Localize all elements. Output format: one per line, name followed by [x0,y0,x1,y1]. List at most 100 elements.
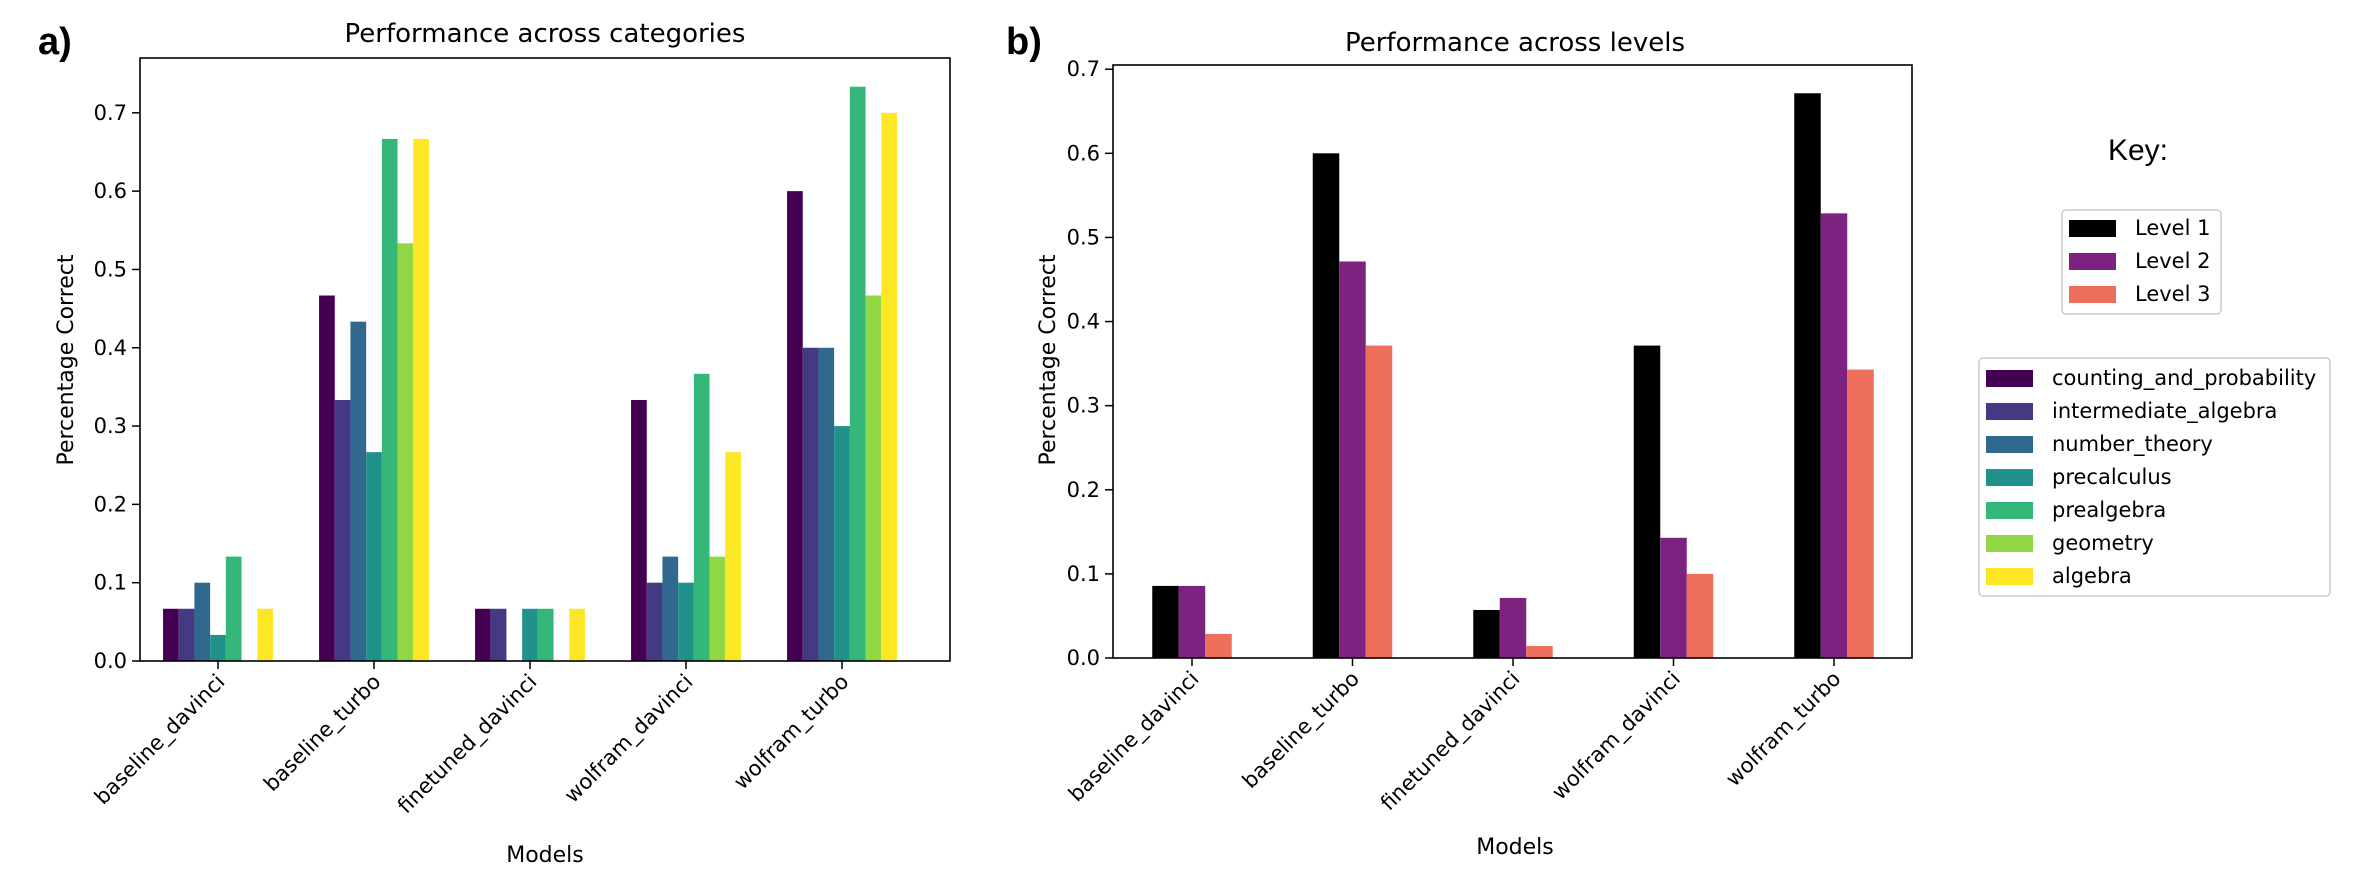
legend-category-label: intermediate_algebra [2052,399,2277,424]
legend-category-swatch [1986,502,2033,519]
chart-a-bar [678,582,694,661]
chart-b-bar [1152,585,1179,658]
chart-b-ytick-label: 0.0 [1067,646,1100,670]
panel-b-label: b) [1006,21,1042,63]
chart-a-bar [646,582,663,661]
chart-b-ytick-label: 0.3 [1067,394,1100,418]
chart-b-bar [1499,597,1527,658]
chart-a-bar [787,191,803,661]
chart-a-xtick-label: baseline_turbo [259,670,386,797]
chart-a-bar [194,582,211,661]
legend-category-label: geometry [2052,531,2154,555]
panel-b: b) Performance across levels 0.00.10.20.… [1006,21,1913,860]
chart-b-ylabel: Percentage Correct [1036,254,1061,465]
chart-a-bar [849,86,866,662]
chart-a-title: Performance across categories [345,19,746,49]
chart-a-bar [178,608,195,661]
legend-categories-frame [1978,357,2331,597]
chart-a-bar [522,608,538,661]
legend-category-label: counting_and_probability [2052,366,2316,391]
chart-a-bar [225,556,242,661]
chart-a-bar [881,112,897,662]
chart-a-xlabel: Models [506,843,584,868]
chart-a-bar [693,373,710,661]
key-title: Key: [2108,134,2168,167]
chart-b-bar [1847,369,1874,658]
chart-a-bar [210,634,226,661]
chart-a-bar [865,295,882,661]
chart-a-y-axis: 0.0 0.1 0.2 0.3 0.4 0.5 0.6 0.7 [94,101,140,673]
legend-category-swatch [1986,535,2033,552]
chart-a-bar [569,608,585,661]
chart-a-bar [397,243,414,661]
chart-b-bar [1820,213,1848,659]
legend-level-label: Level 2 [2135,249,2210,273]
chart-b-bar [1794,93,1821,658]
chart-a-ytick-label: 0.2 [94,492,127,516]
chart-a-bar [802,347,819,661]
legend-category-swatch [1986,436,2033,453]
chart-a-ytick-label: 0.6 [94,179,127,203]
chart-a-bar [319,295,335,661]
chart-b-frame [1112,64,1913,659]
chart-a-bar [834,426,850,661]
chart-a-ytick-label: 0.4 [94,336,127,360]
chart-a-bar [257,608,273,661]
chart-a-bar [725,452,741,661]
legend-category-label: number_theory [2052,432,2213,457]
legend-categories: counting_and_probability intermediate_alg… [1978,357,2331,597]
chart-a-ylabel: Percentage Correct [54,254,79,465]
chart-a-bar [163,608,179,661]
chart-b-xtick-label: baseline_davinci [1064,667,1204,807]
legend-category-label: precalculus [2052,465,2172,489]
chart-a-bar [631,399,647,661]
chart-a-bar [475,608,491,661]
chart-b-bar [1526,645,1553,658]
chart-a-bar [709,556,726,661]
chart-a-xtick-label: finetuned_davinci [393,670,542,819]
chart-a-xtick-label: wolfram_turbo [729,670,854,795]
chart-a-bars [163,86,897,662]
panel-a-label: a) [38,21,72,63]
chart-b-ytick-label: 0.4 [1067,310,1100,334]
legend-levels: Level 1 Level 2 Level 3 [2061,209,2222,315]
chart-a-bar [334,399,351,661]
chart-a-ytick-label: 0.0 [94,649,127,673]
chart-b-ytick-label: 0.2 [1067,478,1100,502]
chart-b-xtick-label: wolfram_turbo [1721,667,1846,792]
legend-category-swatch [1986,469,2033,486]
chart-a-xtick-label: wolfram_davinci [560,670,699,809]
chart-b-ytick-label: 0.7 [1067,57,1100,81]
chart-b-x-axis: baseline_davinci baseline_turbo finetuned_… [1064,658,1846,816]
chart-a-ytick-label: 0.5 [94,257,127,281]
chart-a-ytick-label: 0.7 [94,101,127,125]
chart-b-y-axis: 0.0 0.1 0.2 0.3 0.4 0.5 0.6 0.7 [1067,57,1113,670]
chart-b-bar [1633,345,1661,658]
chart-b-bar [1339,261,1366,658]
chart-b-xtick-label: baseline_turbo [1238,667,1365,794]
legend-level-swatch [2069,253,2116,270]
chart-b-bar [1205,633,1232,658]
chart-b-bar [1178,585,1206,658]
chart-a-bar [537,608,554,661]
panel-a: a) Performance across categories 0.0 0.1 0… [38,19,951,868]
chart-a-x-axis: baseline_davinci baseline_turbo finetuned_… [90,661,854,819]
chart-a-bar [818,347,835,661]
chart-b-ytick-label: 0.5 [1067,225,1100,249]
chart-b-bars [1152,93,1874,659]
chart-b-bar [1686,573,1714,658]
chart-a-frame [139,57,951,662]
chart-a-bar [413,138,429,661]
chart-a-xtick-label: baseline_davinci [90,670,230,810]
legend-level-swatch [2069,220,2116,237]
chart-b-xlabel: Models [1476,835,1554,860]
chart-a-bar [381,138,398,661]
legend-category-swatch [1986,403,2033,420]
chart-a-bar [490,608,507,661]
legend-category-swatch [1986,370,2033,387]
legend-level-label: Level 1 [2135,216,2210,240]
chart-b-title: Performance across levels [1345,28,1685,58]
chart-a-ytick-label: 0.1 [94,571,127,595]
chart-b-bar [1660,537,1687,658]
